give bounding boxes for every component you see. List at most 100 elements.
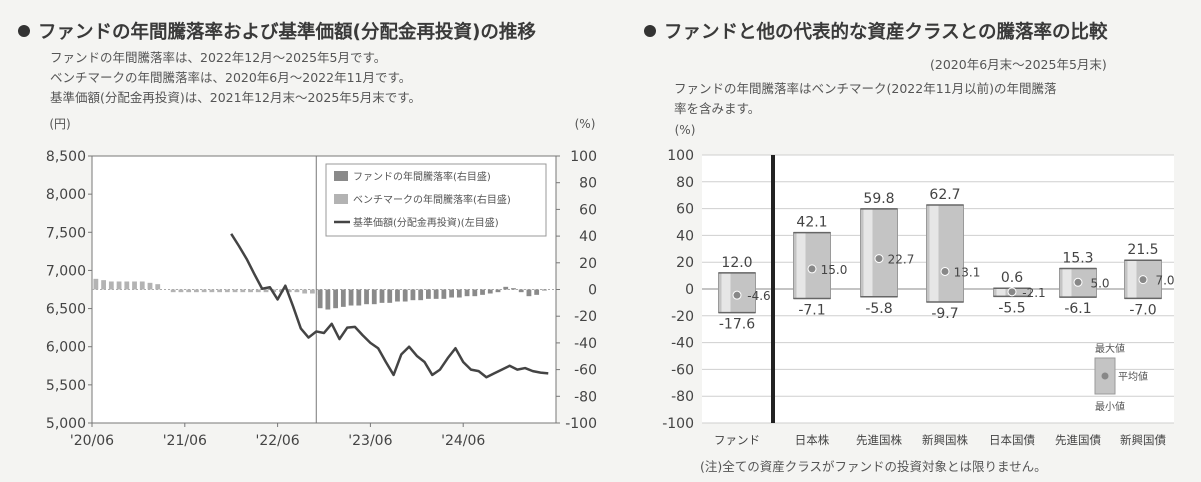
benchmark-bar [310,289,315,294]
avg-point [807,264,817,274]
legend-min-label: 最小値 [1095,400,1125,413]
benchmark-bar [194,289,199,293]
fund-bar [518,289,524,293]
legend-swatch-fund [334,171,348,181]
avg-point [732,290,742,300]
benchmark-bar [139,281,145,290]
nav-line [230,233,549,379]
category-label: ファンド [714,433,760,447]
x-tick-label: '22/06 [255,433,299,449]
fund-bar [472,289,478,297]
avg-point [1073,277,1083,287]
benchmark-bar [101,280,106,290]
fund-bar [456,289,462,298]
y-tick-label: 20 [676,255,694,271]
fund-bar [464,289,470,297]
fund-bar [441,289,447,299]
left-y-tick-label: 5,000 [46,416,86,432]
fund-history-chart: (円) (%) 8,500 8,000 7,500 7,000 6,500 6,000 5,50… [46,117,597,449]
right-title: ファンドと他の代表的な資産クラスとの騰落率の比較 [644,18,1107,44]
right-y-tick-label: 20 [579,256,597,272]
avg-label: 7.0 [1155,274,1174,288]
range-bar-highlight [1062,268,1072,298]
fund-bar [542,289,547,291]
fund-bar [511,288,516,290]
benchmark-bar [217,289,222,293]
fund-bar [348,289,354,306]
min-label: -7.0 [1129,302,1156,318]
legend-box [325,163,547,237]
max-label: 0.6 [1001,270,1023,286]
min-label: -7.1 [798,303,825,319]
benchmark-bar [232,289,238,293]
legend-nav-label: 基準価額(分配金再投資)(左目盛) [353,216,499,229]
y-tick-label: -40 [671,336,694,352]
benchmark-bar [124,281,130,290]
avg-label: -4.6 [747,289,770,303]
legend-swatch-benchmark [334,194,348,204]
benchmark-bar [178,289,184,293]
benchmark-bar [248,289,253,293]
right-y-tick-label: -60 [574,363,597,379]
legend-fund-label: ファンドの年間騰落率(右目盛) [353,170,491,183]
left-axis-unit: (円) [49,117,70,131]
category-label: 先進国株 [856,433,902,447]
right-y-tick-label: 40 [579,229,597,245]
fund-return-history-panel: ファンドの年間騰落率および基準価額(分配金再投資)の推移 ファンドの年間騰落率は… [0,0,600,482]
category-label: 先進国債 [1055,433,1101,447]
avg-point [1138,275,1148,285]
benchmark-bar [147,282,153,290]
fund-bar [325,289,331,310]
right-y-tick-label: -80 [574,389,597,405]
category-label: 新興国債 [1120,433,1166,447]
asset-comparison-chart: (%) 100 80 60 40 20 0 -20 -40 -60 -80 -100 12.0 -4.6 -… [662,123,1174,447]
left-y-tick-label: 5,500 [46,378,86,394]
y-tick-label: -80 [671,389,694,405]
range-bar-highlight [929,204,939,302]
avg-label: -2.1 [1022,286,1045,300]
benchmark-bar [255,289,261,293]
max-label: 42.1 [796,215,827,231]
fund-bar [487,289,493,294]
fund-bar [387,289,393,303]
fund-bar [418,289,424,301]
fund-bar [333,289,338,309]
range-bar-highlight [796,232,806,299]
fund-bar [340,289,346,307]
left-note-2: ベンチマークの年間騰落率は、2020年6月～2022年11月です。 [50,70,412,85]
avg-label: 15.0 [821,263,848,277]
fund-bar [534,289,540,295]
max-label: 59.8 [863,191,894,207]
legend-avg-point [1101,372,1109,380]
min-label: -5.5 [998,300,1025,316]
bullet-icon [18,25,30,37]
min-label: -9.7 [931,306,958,322]
y-tick-label: 60 [676,202,694,218]
bullet-icon [644,25,656,37]
avg-point [940,266,950,276]
left-title-text: ファンドの年間騰落率および基準価額(分配金再投資)の推移 [38,22,536,43]
x-tick-label: '24/06 [441,433,485,449]
fund-bar [371,289,377,305]
legend-avg-label: 平均値 [1118,370,1148,383]
max-label: 12.0 [721,255,752,271]
avg-point [874,254,884,264]
right-y-tick-label: -20 [574,309,597,325]
min-label: -6.1 [1064,301,1091,317]
category-label: 新興国株 [922,433,968,447]
min-label: -17.6 [719,317,755,333]
left-title: ファンドの年間騰落率および基準価額(分配金再投資)の推移 [18,18,536,44]
left-y-tick-label: 6,500 [46,302,86,318]
right-axis-unit: (%) [575,117,596,131]
min-label: -5.8 [865,301,892,317]
y-tick-label: 40 [676,228,694,244]
fund-bar [395,289,400,302]
category-label: 日本国債 [989,433,1035,447]
max-label: 62.7 [929,187,960,203]
benchmark-bar [263,289,269,293]
legend-max-label: 最大値 [1095,342,1125,355]
fund-bar [402,289,408,302]
range-bar-highlight [721,272,731,313]
fund-bar [364,289,369,305]
